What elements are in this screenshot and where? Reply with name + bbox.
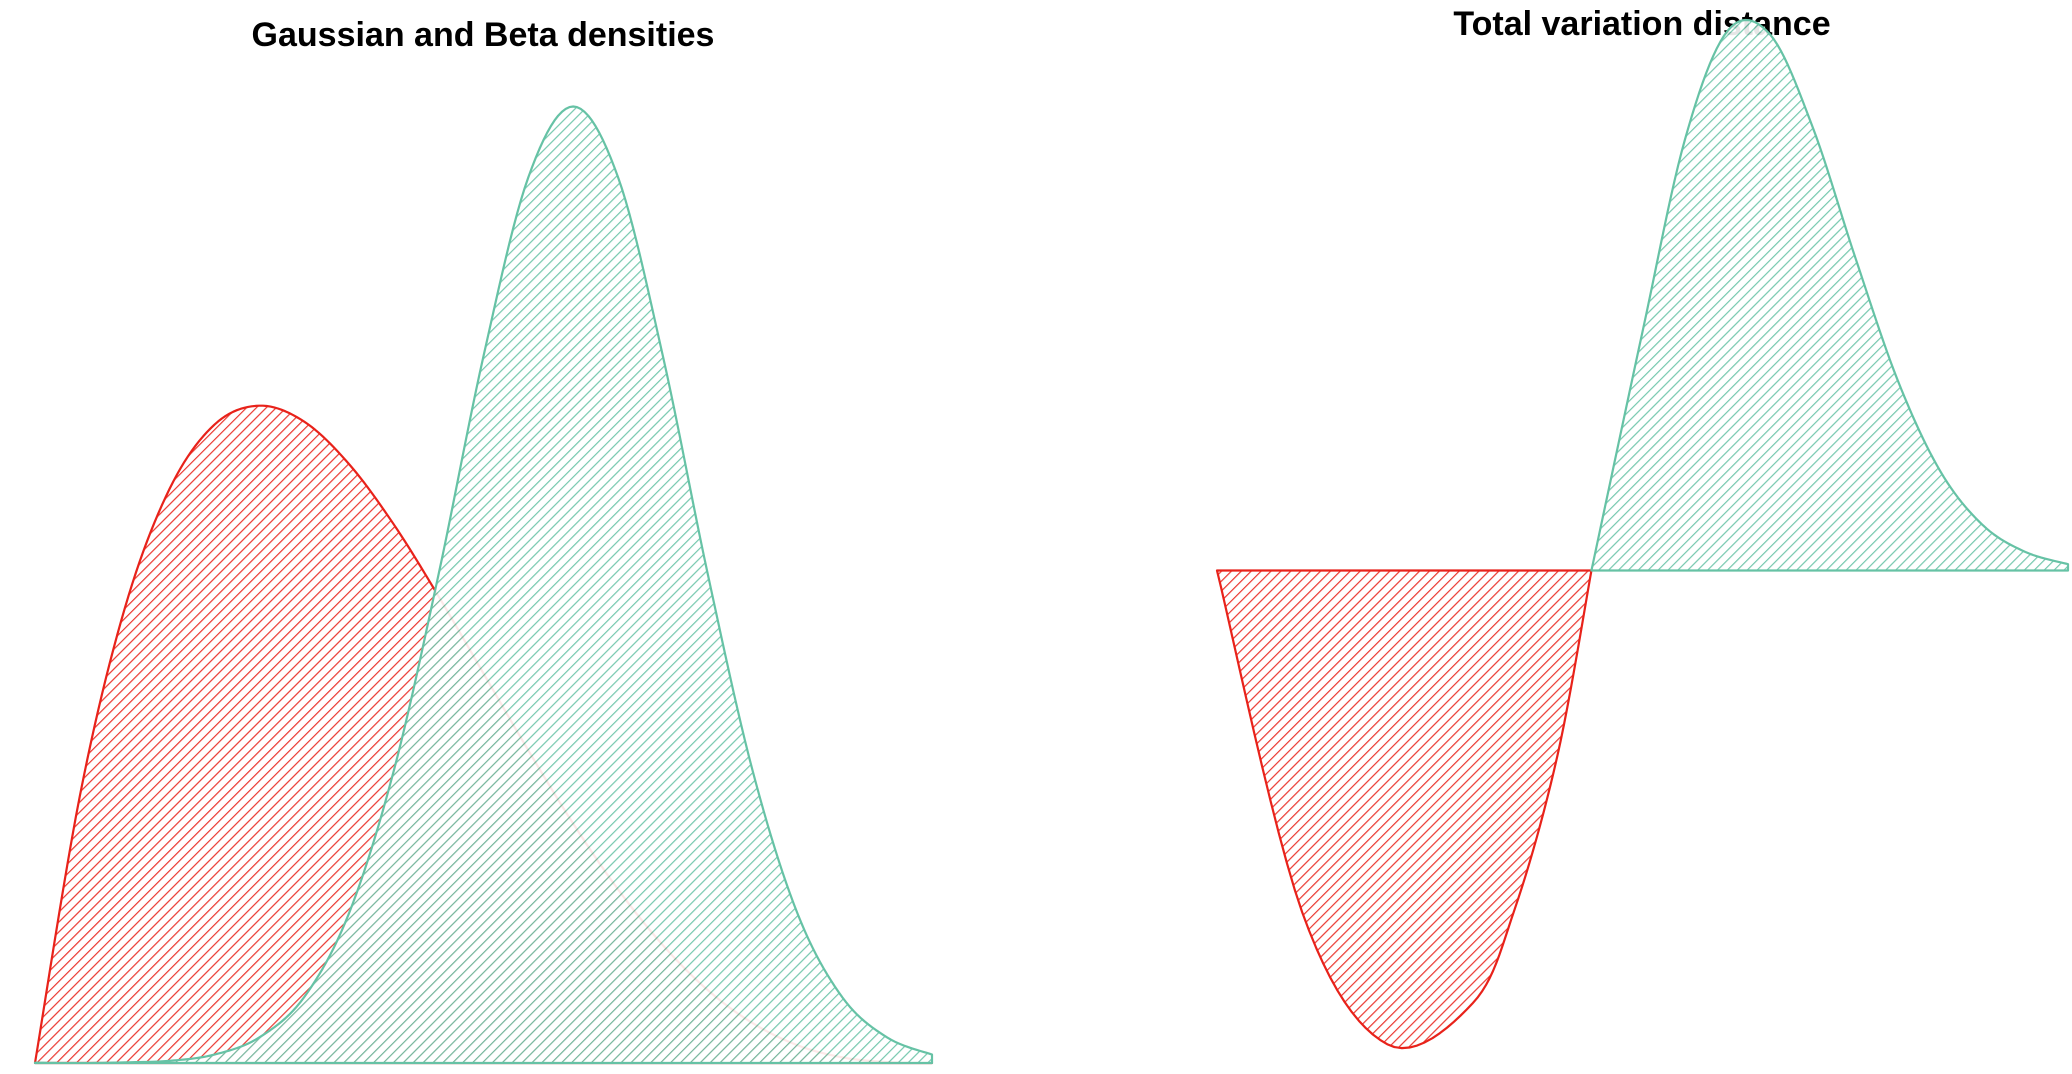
series-area-1 <box>33 105 934 1065</box>
right-panel: Total variation distance <box>1215 5 2070 1050</box>
right-plot-area <box>1215 18 2070 1050</box>
left-panel: Gaussian and Beta densities <box>33 16 934 1065</box>
left-panel-title: Gaussian and Beta densities <box>252 16 715 54</box>
right-panel-title: Total variation distance <box>1453 5 1830 43</box>
series-area-0 <box>1215 569 1593 1050</box>
series-area-1 <box>1590 18 2070 572</box>
left-plot-area <box>33 105 934 1065</box>
